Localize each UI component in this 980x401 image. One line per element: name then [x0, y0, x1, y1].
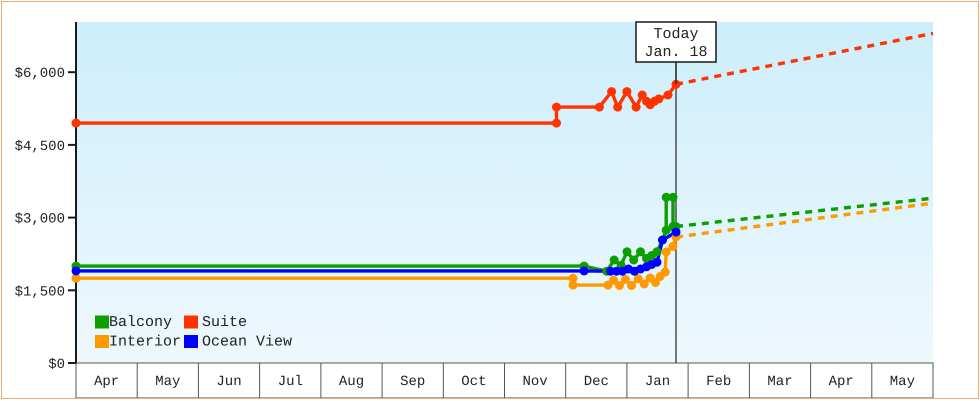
svg-text:Aug: Aug	[339, 374, 364, 390]
svg-text:Mar: Mar	[767, 374, 792, 390]
svg-text:$6,000: $6,000	[15, 66, 65, 82]
svg-text:May: May	[155, 374, 180, 390]
svg-text:Ocean View: Ocean View	[202, 334, 292, 351]
svg-text:Sep: Sep	[400, 374, 425, 390]
svg-text:Jun: Jun	[216, 374, 241, 390]
svg-text:May: May	[890, 374, 915, 390]
svg-text:$1,500: $1,500	[15, 284, 65, 300]
svg-text:Jan. 18: Jan. 18	[644, 44, 707, 61]
svg-text:Jul: Jul	[278, 374, 303, 390]
svg-text:Apr: Apr	[94, 374, 119, 390]
svg-text:$0: $0	[48, 357, 65, 373]
svg-text:Interior: Interior	[109, 334, 181, 351]
svg-text:$3,000: $3,000	[15, 212, 65, 228]
svg-text:Suite: Suite	[202, 314, 247, 331]
svg-text:Nov: Nov	[522, 374, 547, 390]
svg-text:Feb: Feb	[706, 374, 731, 390]
svg-text:Today: Today	[653, 26, 698, 43]
svg-text:Balcony: Balcony	[109, 314, 172, 331]
svg-text:$4,500: $4,500	[15, 139, 65, 155]
svg-text:Apr: Apr	[829, 374, 854, 390]
svg-text:Oct: Oct	[461, 374, 486, 390]
svg-text:Dec: Dec	[584, 374, 609, 390]
svg-text:Jan: Jan	[645, 374, 670, 390]
